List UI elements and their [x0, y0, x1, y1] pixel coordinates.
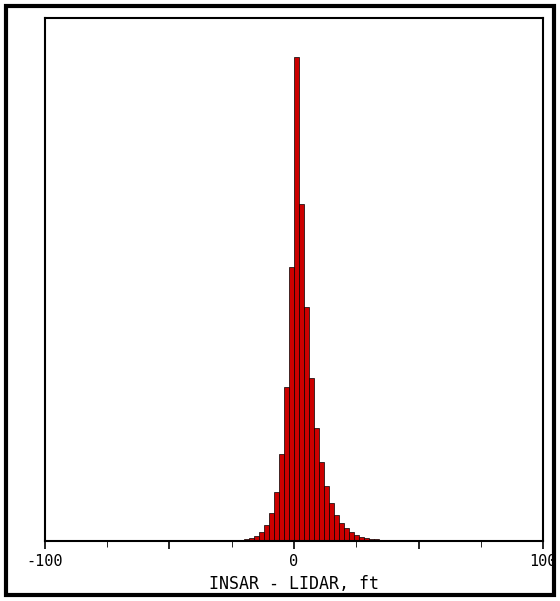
- Bar: [319, 462, 324, 541]
- Bar: [289, 267, 294, 541]
- Bar: [359, 537, 363, 541]
- Bar: [309, 378, 314, 541]
- Bar: [364, 538, 368, 541]
- Bar: [314, 428, 319, 541]
- Bar: [339, 522, 344, 541]
- Bar: [329, 503, 334, 541]
- Bar: [354, 535, 359, 541]
- Bar: [384, 540, 389, 541]
- X-axis label: INSAR - LIDAR, ft: INSAR - LIDAR, ft: [209, 575, 379, 593]
- Bar: [239, 540, 244, 541]
- Bar: [299, 204, 304, 541]
- Bar: [274, 492, 279, 541]
- Bar: [254, 536, 259, 541]
- Bar: [369, 539, 374, 541]
- Bar: [244, 539, 249, 541]
- Bar: [334, 514, 339, 541]
- Bar: [259, 532, 264, 541]
- Bar: [304, 307, 309, 541]
- Bar: [249, 538, 254, 541]
- Bar: [374, 540, 379, 541]
- Bar: [294, 56, 299, 541]
- Bar: [324, 486, 329, 541]
- Bar: [379, 540, 384, 541]
- Bar: [269, 513, 274, 541]
- Bar: [349, 532, 354, 541]
- Bar: [344, 528, 349, 541]
- Bar: [284, 386, 289, 541]
- Bar: [279, 454, 284, 541]
- Bar: [264, 525, 269, 541]
